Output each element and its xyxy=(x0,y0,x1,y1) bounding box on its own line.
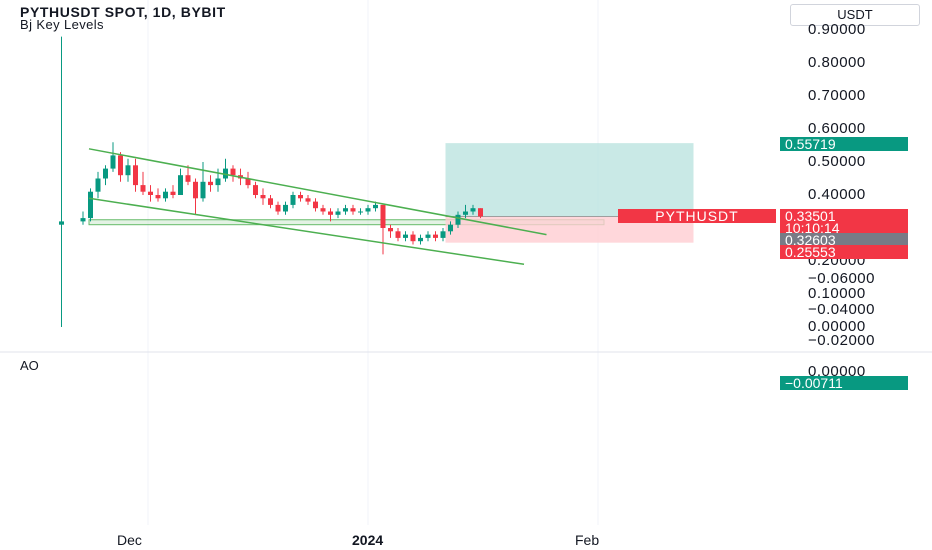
candle-body[interactable] xyxy=(440,231,446,238)
candle-body[interactable] xyxy=(425,234,431,238)
candle-body[interactable] xyxy=(335,211,341,215)
indicator-title[interactable]: Bj Key Levels xyxy=(20,17,104,32)
ao-tick-label: −0.02000 xyxy=(808,332,875,349)
candle-body[interactable] xyxy=(133,165,138,186)
symbol-title[interactable]: PYTHUSDT SPOT, 1D, BYBIT xyxy=(20,4,226,20)
candle-body[interactable] xyxy=(388,228,393,232)
candle-body[interactable] xyxy=(418,237,423,242)
candle-body[interactable] xyxy=(80,218,86,222)
candle-body[interactable] xyxy=(95,178,101,192)
ao-last-value-label: −0.00711 xyxy=(780,376,908,390)
candle-body[interactable] xyxy=(223,168,228,179)
candle-body[interactable] xyxy=(59,221,64,225)
stop-price-label: 0.25553 xyxy=(780,245,908,259)
candle-body[interactable] xyxy=(193,181,198,199)
price-tick-label: 0.10000 xyxy=(808,285,866,302)
candle-body[interactable] xyxy=(140,185,146,192)
candle-body[interactable] xyxy=(365,208,371,212)
candle-body[interactable] xyxy=(448,224,453,232)
symbol-price-tag[interactable]: PYTHUSDT xyxy=(618,209,776,223)
bar-countdown-label: 10:10:14 xyxy=(780,221,908,235)
ao-tick-label: −0.04000 xyxy=(808,301,875,318)
mid-price-label: 0.32603 xyxy=(780,233,908,247)
candle-body[interactable] xyxy=(208,181,213,186)
candle-body[interactable] xyxy=(103,168,108,179)
candle-body[interactable] xyxy=(245,178,251,186)
target-price-label: 0.55719 xyxy=(780,137,908,151)
candle-body[interactable] xyxy=(313,201,318,209)
candle-body[interactable] xyxy=(380,204,386,228)
price-tick-label: 0.90000 xyxy=(808,21,866,38)
trendline-lower[interactable] xyxy=(88,197,525,266)
candle-body[interactable] xyxy=(200,181,206,199)
ao-tick-label: −0.06000 xyxy=(808,270,875,287)
candle-body[interactable] xyxy=(185,175,191,182)
candle-body[interactable] xyxy=(215,178,221,186)
last-price-label: 0.33501 xyxy=(780,209,908,223)
candle-body[interactable] xyxy=(395,231,401,238)
candle-body[interactable] xyxy=(170,191,176,195)
date-label-feb: Feb xyxy=(575,532,600,548)
candle-body[interactable] xyxy=(230,168,236,176)
date-label-2024: 2024 xyxy=(352,532,384,548)
candle-body[interactable] xyxy=(305,198,311,202)
candle-body[interactable] xyxy=(178,175,183,195)
price-tick-label: 0.70000 xyxy=(808,87,866,104)
candle-body[interactable] xyxy=(298,195,303,199)
candle-body[interactable] xyxy=(148,191,153,195)
price-tick-label: 0.80000 xyxy=(808,54,866,71)
candle-body[interactable] xyxy=(283,204,288,212)
candle-body[interactable] xyxy=(260,195,266,199)
ao-tick-label: 0.00000 xyxy=(808,363,866,380)
candle-body[interactable] xyxy=(410,234,416,242)
candle-body[interactable] xyxy=(433,234,438,238)
candle-body[interactable] xyxy=(463,211,468,215)
candle-body[interactable] xyxy=(343,208,348,212)
candle-body[interactable] xyxy=(275,204,281,212)
candle-series[interactable] xyxy=(59,36,483,327)
trendlines[interactable] xyxy=(88,148,547,266)
ao-title[interactable]: AO xyxy=(20,358,39,373)
candle-body[interactable] xyxy=(110,155,116,169)
candle-body[interactable] xyxy=(290,195,296,205)
grid-lines xyxy=(147,0,599,525)
candle-body[interactable] xyxy=(350,208,356,212)
candle-body[interactable] xyxy=(403,234,408,238)
price-tick-label: 0.40000 xyxy=(808,186,866,203)
price-tick-label: 0.00000 xyxy=(808,318,866,335)
candle-body[interactable] xyxy=(125,165,131,176)
date-label-dec: Dec xyxy=(117,532,142,548)
candle-body[interactable] xyxy=(118,155,123,176)
position-target-zone[interactable] xyxy=(445,143,694,217)
price-tick-label: 0.50000 xyxy=(808,153,866,170)
price-tick-label: 0.60000 xyxy=(808,120,866,137)
candle-body[interactable] xyxy=(328,211,333,215)
candle-body[interactable] xyxy=(358,211,363,213)
trendline-upper[interactable] xyxy=(88,148,547,236)
candle-body[interactable] xyxy=(163,191,168,199)
candle-body[interactable] xyxy=(253,185,258,195)
candle-body[interactable] xyxy=(470,208,476,212)
candle-body[interactable] xyxy=(268,198,273,205)
candle-body[interactable] xyxy=(455,214,461,225)
candle-body[interactable] xyxy=(373,204,378,209)
candle-body[interactable] xyxy=(88,191,93,219)
currency-unit-label[interactable]: USDT xyxy=(790,4,920,26)
candle-body[interactable] xyxy=(320,208,326,212)
candle-body[interactable] xyxy=(155,195,161,199)
candle-body[interactable] xyxy=(478,208,483,217)
